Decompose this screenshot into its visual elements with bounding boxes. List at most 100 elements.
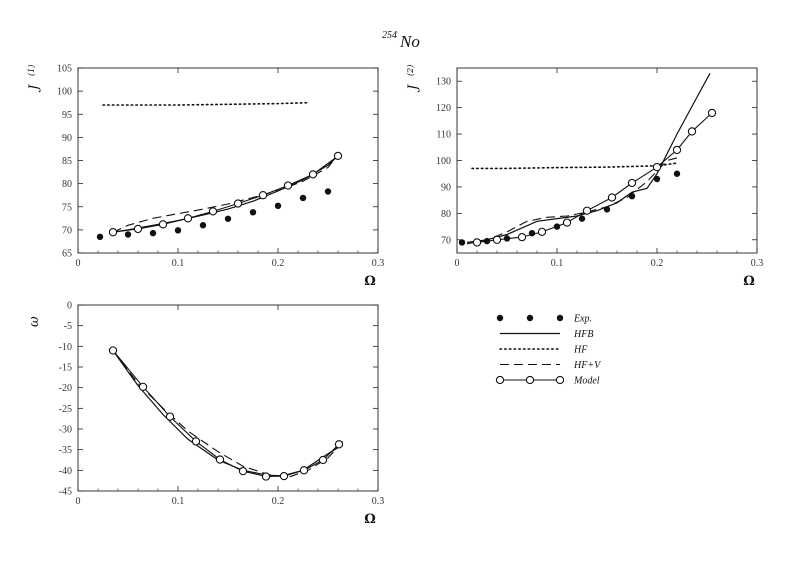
y-tick-label: 100 [436, 156, 451, 167]
exp-data-point [174, 227, 182, 234]
x-tick-label: 0.2 [272, 258, 285, 269]
model-data-point [158, 220, 168, 229]
y-tick-label: -25 [59, 404, 72, 415]
exp-data-point [249, 209, 257, 216]
model-data-point [318, 455, 328, 465]
model-data-point [672, 145, 682, 155]
exp-data-point [299, 194, 307, 202]
y-tick-label: 120 [436, 103, 451, 114]
x-tick-label: 0.1 [172, 258, 185, 269]
legend-item-hf: HF [499, 345, 588, 356]
series-line [112, 155, 339, 233]
legend-symbol [526, 314, 534, 322]
model-data-point [215, 455, 225, 464]
series-line [112, 154, 339, 233]
legend-symbol-marker [525, 375, 535, 385]
x-axis-label: Ω [743, 274, 755, 289]
legend-item-model: Model [495, 375, 600, 387]
legend-symbol-marker [495, 375, 505, 385]
model-data-point [492, 235, 502, 244]
y-tick-label: 90 [62, 133, 72, 144]
y-tick-label: 80 [441, 209, 451, 220]
model-data-point [208, 207, 218, 216]
model-data-point [687, 127, 697, 136]
series-model [472, 108, 717, 247]
plot-frame [77, 304, 379, 492]
x-axis-label: Ω [364, 512, 376, 527]
y-tick-label: -35 [59, 445, 72, 456]
model-data-point [562, 218, 572, 227]
exp-data-point [653, 175, 661, 183]
model-data-point [238, 467, 248, 476]
x-tick-label: 0.2 [651, 258, 664, 269]
y-tick-label: 110 [436, 130, 451, 141]
series-model [108, 346, 344, 481]
chart-panel-j1: 0 0.1 0.2 0.3 65 70 75 80 85 90 95 100 105 Ω J (1) [27, 64, 384, 290]
model-data-point [707, 108, 717, 118]
model-data-point [333, 151, 343, 161]
y-tick-label: 130 [436, 77, 451, 88]
legend-symbol [496, 314, 504, 322]
legend-label: HFB [573, 329, 593, 340]
y-tick-label: -20 [59, 383, 72, 394]
series-hf [102, 101, 309, 106]
series-line [102, 101, 309, 106]
y-tick-label: 90 [441, 182, 451, 193]
series-line [466, 73, 711, 243]
model-data-point [517, 232, 527, 242]
legend: Exp. HFB HF HF+V Model [495, 314, 602, 387]
y-axis-label: J [27, 84, 42, 93]
title-mass-number: 254 [382, 30, 397, 41]
y-tick-label: -30 [59, 425, 72, 436]
model-data-point [299, 466, 309, 475]
model-data-point [627, 178, 637, 188]
exp-data-point [224, 215, 232, 222]
model-data-point [279, 471, 289, 481]
y-tick-label: 95 [62, 110, 72, 121]
model-data-point [191, 437, 201, 446]
legend-symbol [556, 314, 564, 322]
series-exp [96, 188, 332, 241]
model-data-point [472, 238, 482, 247]
x-tick-label: 0.3 [372, 258, 385, 269]
exp-data-point [199, 222, 207, 229]
x-tick-label: 0 [76, 258, 81, 269]
legend-label: HF [573, 345, 588, 356]
x-tick-label: 0.3 [751, 258, 764, 269]
series-hf-v [112, 154, 339, 233]
y-tick-label: 65 [62, 249, 72, 260]
model-data-point [607, 193, 617, 202]
chart-panel-j2: 0 0.1 0.2 0.3 70 80 90 100 110 120 130 Ω J (2) [406, 65, 763, 289]
series-hf-v [466, 157, 678, 245]
model-data-point [133, 224, 143, 234]
legend-label: Exp. [573, 314, 592, 325]
x-tick-label: 0.1 [551, 258, 564, 269]
y-tick-label: -40 [59, 466, 72, 477]
y-tick-label: 75 [62, 202, 72, 213]
x-tick-label: 0 [455, 258, 460, 269]
y-axis-label: ω [27, 316, 42, 327]
y-axis-label: J [406, 84, 421, 93]
model-data-point [261, 472, 271, 481]
model-data-point [233, 199, 243, 208]
figure-title: 254 No [382, 30, 420, 51]
model-data-point [138, 382, 148, 391]
legend-item-hfb: HFB [500, 329, 593, 340]
exp-data-point [324, 188, 332, 195]
exp-data-point [673, 170, 681, 177]
y-tick-label: 100 [57, 87, 72, 98]
x-axis-label: Ω [364, 274, 376, 289]
model-data-point [108, 346, 118, 355]
exp-data-point [149, 229, 157, 237]
y-tick-label: 85 [62, 156, 72, 167]
exp-data-point [124, 231, 132, 238]
chart-panel-omega: 0 0.1 0.2 0.3 0 -5 -10 -15 -20 -25 -30 -35 -40 -45 Ωω [27, 301, 384, 528]
y-tick-label: 70 [441, 235, 451, 246]
model-data-point [283, 181, 293, 190]
y-tick-label: -5 [64, 321, 72, 332]
x-tick-label: 0.3 [372, 496, 385, 507]
x-tick-label: 0 [76, 496, 81, 507]
model-data-point [258, 191, 268, 200]
